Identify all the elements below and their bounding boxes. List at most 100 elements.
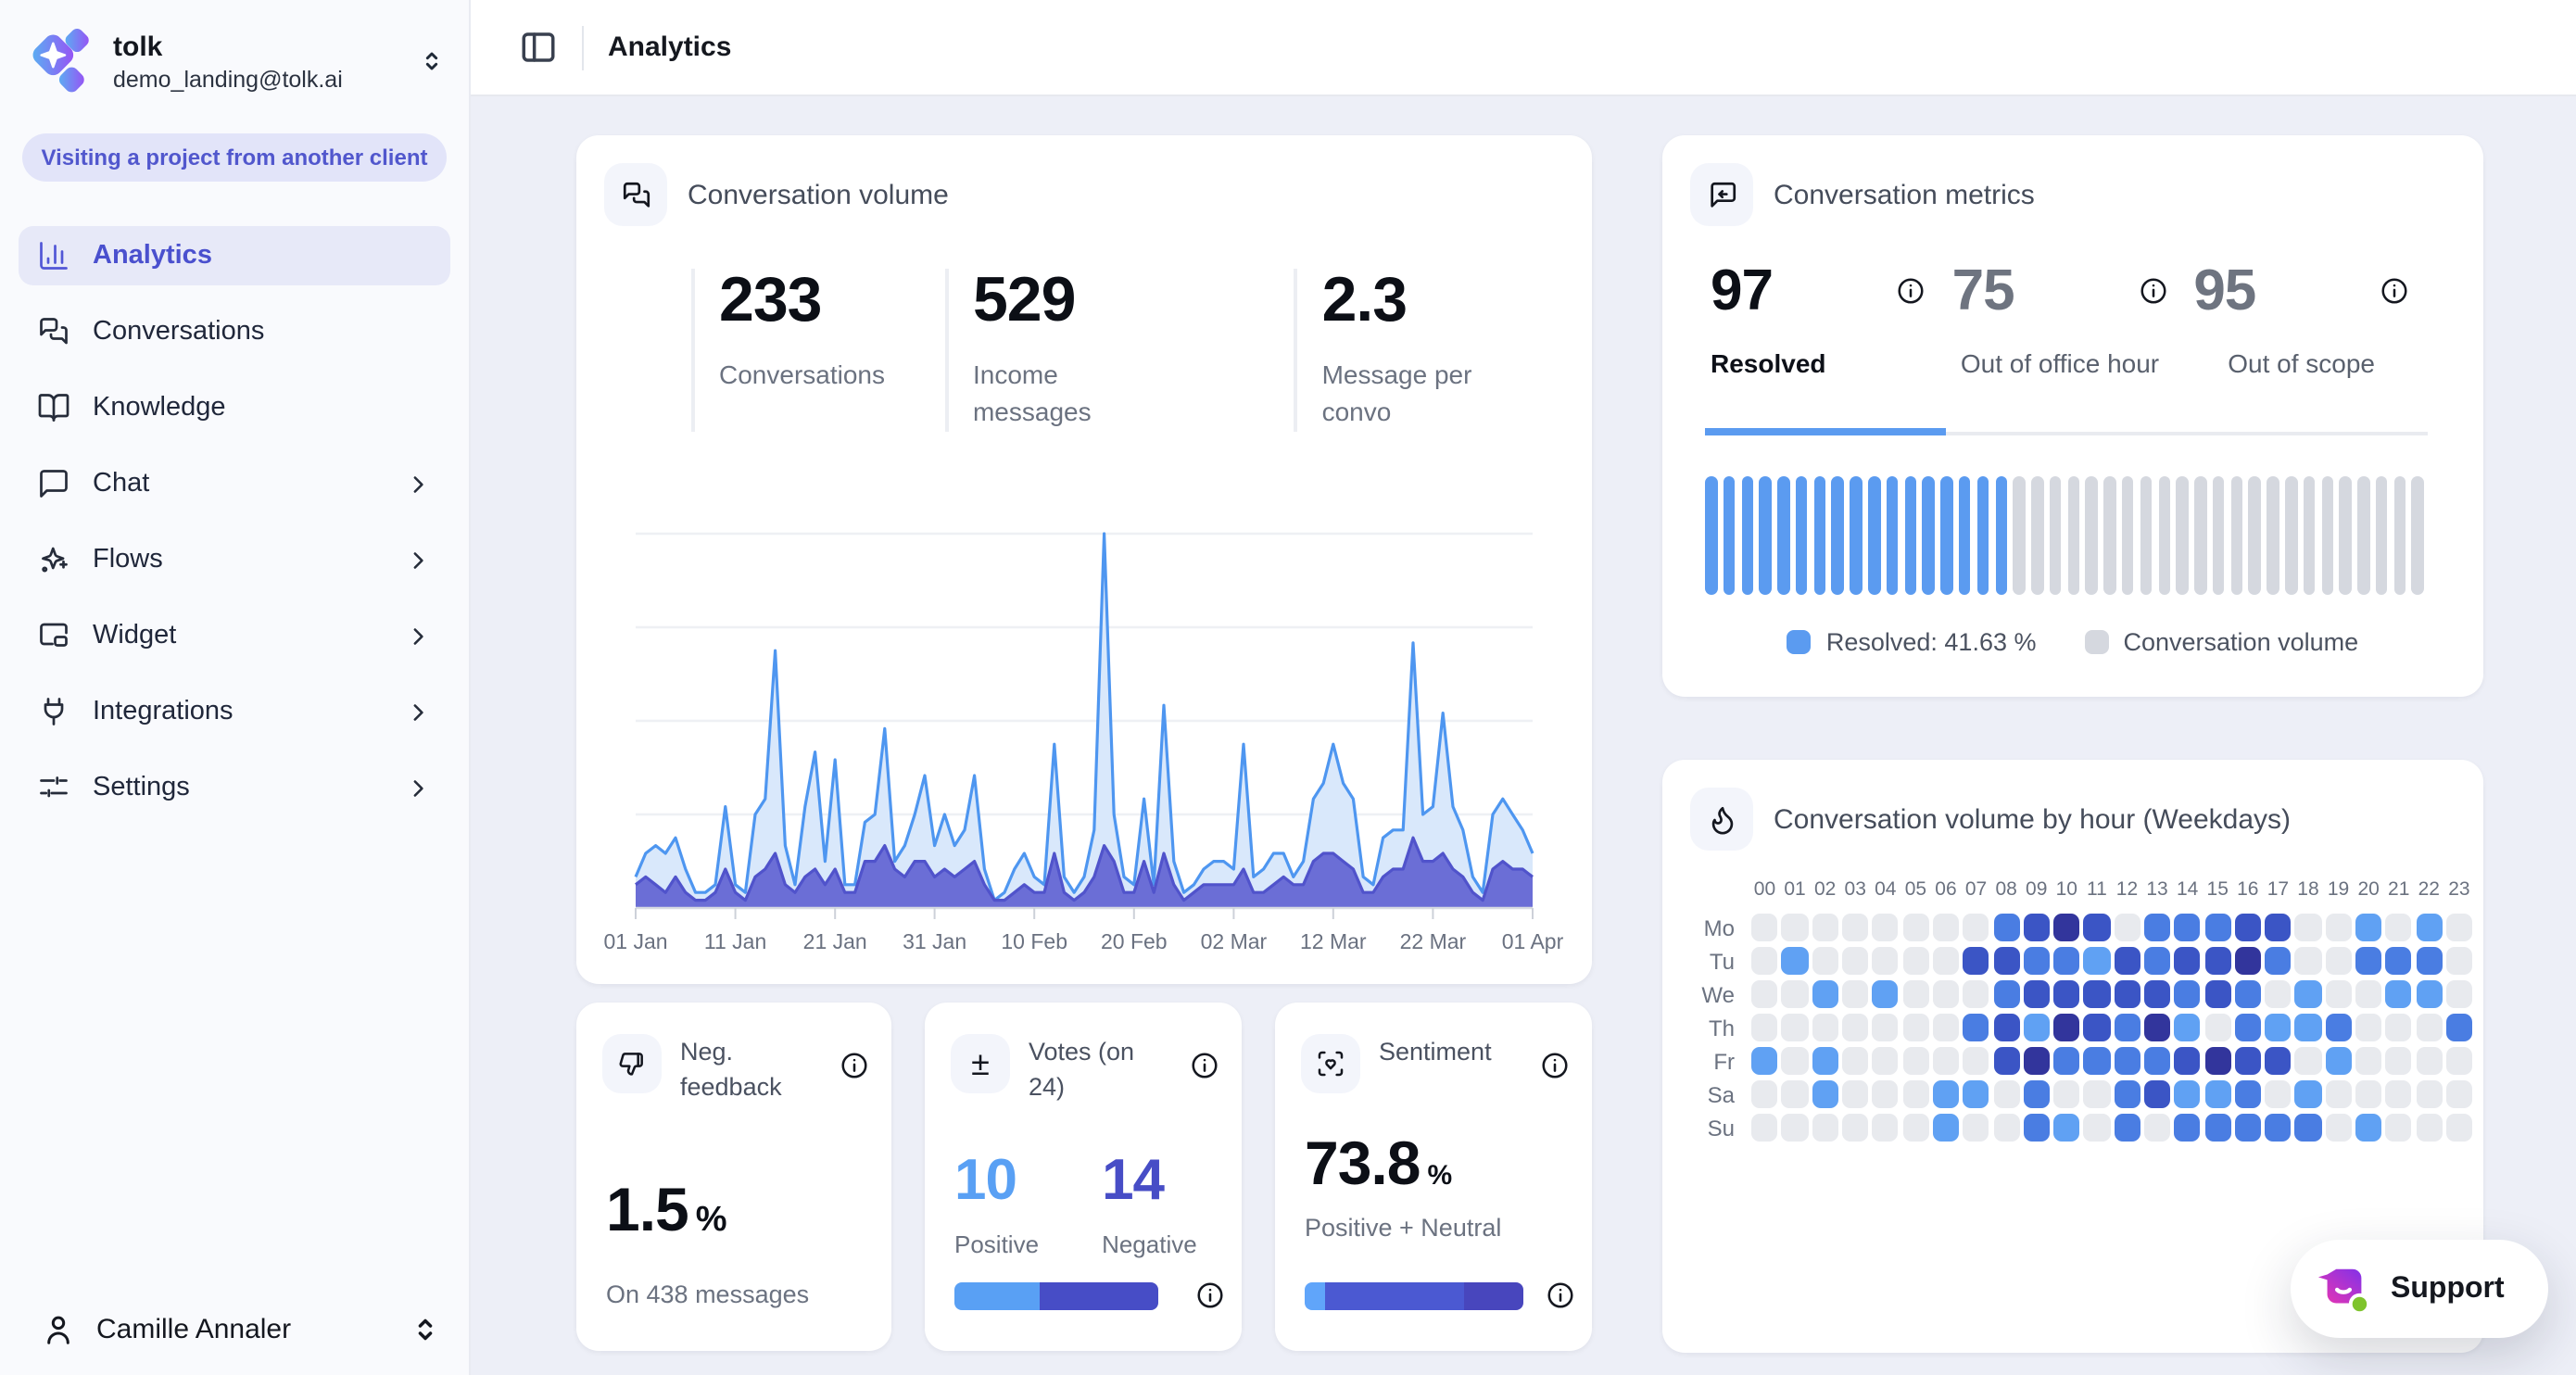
sidebar-item-analytics[interactable]: Analytics: [19, 226, 450, 285]
sidebar-item-integrations[interactable]: Integrations: [19, 682, 450, 741]
heatmap-cell: [2234, 1114, 2261, 1142]
heatmap-cell: [2416, 1080, 2443, 1108]
tab-resolved[interactable]: 97 Resolved: [1711, 261, 1952, 382]
heatmap-cell: [2294, 947, 2322, 975]
heatmap-hour-label: 00: [1753, 878, 1776, 901]
user-menu[interactable]: Camille Annaler: [0, 1312, 469, 1347]
thumbs-down-icon: [602, 1034, 662, 1093]
heatmap-day-label: Su: [1707, 1115, 1735, 1141]
progress-pill: [1777, 476, 1790, 595]
info-icon[interactable]: [2380, 275, 2409, 305]
progress-pill: [1705, 476, 1717, 595]
heatmap-cell: [1872, 1014, 1899, 1041]
heatmap-day-label: Tu: [1709, 948, 1735, 974]
heatmap-cell: [1872, 1114, 1899, 1142]
progress-pill: [2031, 476, 2044, 595]
heatmap-cell: [2023, 947, 2050, 975]
heatmap-hour-label: 04: [1875, 878, 1897, 901]
heatmap-hour-label: 02: [1813, 878, 1837, 901]
tab-out-of-scope[interactable]: 95 Out of scope: [2193, 261, 2435, 382]
heatmap-cell: [2114, 1014, 2140, 1041]
volume-stats: 233 Conversations 529 Income messages 2.…: [691, 269, 1564, 432]
chevrons-up-down-icon[interactable]: [417, 46, 447, 76]
heatmap-cell: [2023, 980, 2050, 1008]
heatmap-cell: [1751, 1114, 1778, 1142]
info-icon[interactable]: [2138, 275, 2167, 305]
conversation-volume-chart: 01 Jan 11 Jan 21 Jan 31 Jan 10 Feb 20 Feb 02 M…: [603, 532, 1564, 953]
chevron-right-icon: [404, 698, 432, 725]
heatmap-day-label: Mo: [1703, 915, 1735, 940]
heatmap-cell: [1963, 914, 1989, 941]
heatmap-cell: [1842, 914, 1869, 941]
sentiment-card: Sentiment 73.8% Positive + Neutral: [1275, 1003, 1592, 1351]
heatmap-cell: [2355, 980, 2382, 1008]
support-button[interactable]: Support: [2291, 1240, 2548, 1338]
heatmap-cell: [2204, 1014, 2231, 1041]
progress-pill: [2067, 476, 2080, 595]
chevron-right-icon: [404, 470, 432, 498]
panel-left-toggle-icon[interactable]: [519, 28, 558, 67]
sidebar-item-chat[interactable]: Chat: [19, 454, 450, 513]
heatmap-cell: [1842, 1080, 1869, 1108]
flame-icon: [1690, 788, 1753, 851]
progress-pill: [1813, 476, 1826, 595]
svg-text:20 Feb: 20 Feb: [1101, 929, 1168, 953]
metrics-tabs: 97 Resolved 75: [1711, 261, 2435, 382]
heatmap-cell: [2416, 980, 2443, 1008]
conversation-metrics-card: Conversation metrics 97 Resolved: [1662, 135, 2483, 697]
heatmap-cell: [1993, 980, 2020, 1008]
progress-pill: [1904, 476, 1917, 595]
sidebar-item-widget[interactable]: Widget: [19, 606, 450, 665]
heatmap-cell: [1751, 1014, 1778, 1041]
info-icon[interactable]: [840, 1051, 869, 1080]
sidebar-item-conversations[interactable]: Conversations: [19, 302, 450, 361]
heatmap-cell: [2053, 1047, 2080, 1075]
heatmap-day-label: Sa: [1707, 1081, 1735, 1107]
heatmap-cell: [2204, 1080, 2231, 1108]
heatmap-cell: [2023, 1114, 2050, 1142]
heatmap-cell: [1751, 1047, 1778, 1075]
workspace-email: demo_landing@tolk.ai: [113, 66, 343, 92]
svg-text:10 Feb: 10 Feb: [1001, 929, 1067, 953]
info-icon[interactable]: [1897, 275, 1926, 305]
heatmap-cell: [1781, 1047, 1809, 1075]
heatmap-cell: [2416, 1114, 2443, 1142]
info-icon[interactable]: [1540, 1051, 1570, 1080]
heatmap-cell: [1932, 947, 1960, 975]
heatmap-cell: [1902, 1080, 1929, 1108]
heatmap-hour-label: 12: [2115, 878, 2139, 901]
heatmap-cell: [2294, 1014, 2322, 1041]
heatmap-cell: [1993, 1114, 2020, 1142]
heatmap-cell: [2416, 1047, 2443, 1075]
sidebar-item-knowledge[interactable]: Knowledge: [19, 378, 450, 437]
heatmap-cell: [2325, 1014, 2352, 1041]
sidebar-item-flows[interactable]: Flows: [19, 530, 450, 589]
heatmap-cell: [1993, 1047, 2020, 1075]
sidebar-item-settings[interactable]: Settings: [19, 758, 450, 817]
heatmap-cell: [2234, 947, 2261, 975]
support-label: Support: [2391, 1272, 2505, 1304]
heatmap-hour-label: 09: [2026, 878, 2048, 901]
heatmap-cell: [1842, 980, 1869, 1008]
workspace-switcher[interactable]: tolk demo_landing@tolk.ai: [22, 24, 447, 98]
chevrons-up-down-icon[interactable]: [408, 1312, 443, 1347]
heatmap-cell: [2416, 914, 2443, 941]
heatmap-cell: [2083, 1114, 2110, 1142]
heatmap-cell: [2023, 914, 2050, 941]
info-icon[interactable]: [1546, 1280, 1575, 1310]
tab-out-of-office-hour[interactable]: 75 Out of office hour: [1952, 261, 2194, 382]
heatmap-cell: [1781, 980, 1809, 1008]
plus-minus-icon: ±: [951, 1034, 1010, 1093]
heatmap-cell: [1751, 914, 1778, 941]
heatmap-hour-label: 14: [2176, 878, 2199, 901]
heatmap-cell: [1902, 914, 1929, 941]
neg-feedback-card: Neg. feedback 1.5% On 438 messages: [576, 1003, 891, 1351]
heatmap-cell: [2265, 947, 2292, 975]
info-icon[interactable]: [1190, 1051, 1219, 1080]
heatmap-cell: [1993, 947, 2020, 975]
widget-icon: [40, 623, 68, 647]
heatmap-cell: [1781, 1014, 1809, 1041]
chat-bubbles-icon: [604, 163, 667, 226]
heatmap-cell: [2083, 947, 2110, 975]
info-icon[interactable]: [1195, 1280, 1225, 1310]
